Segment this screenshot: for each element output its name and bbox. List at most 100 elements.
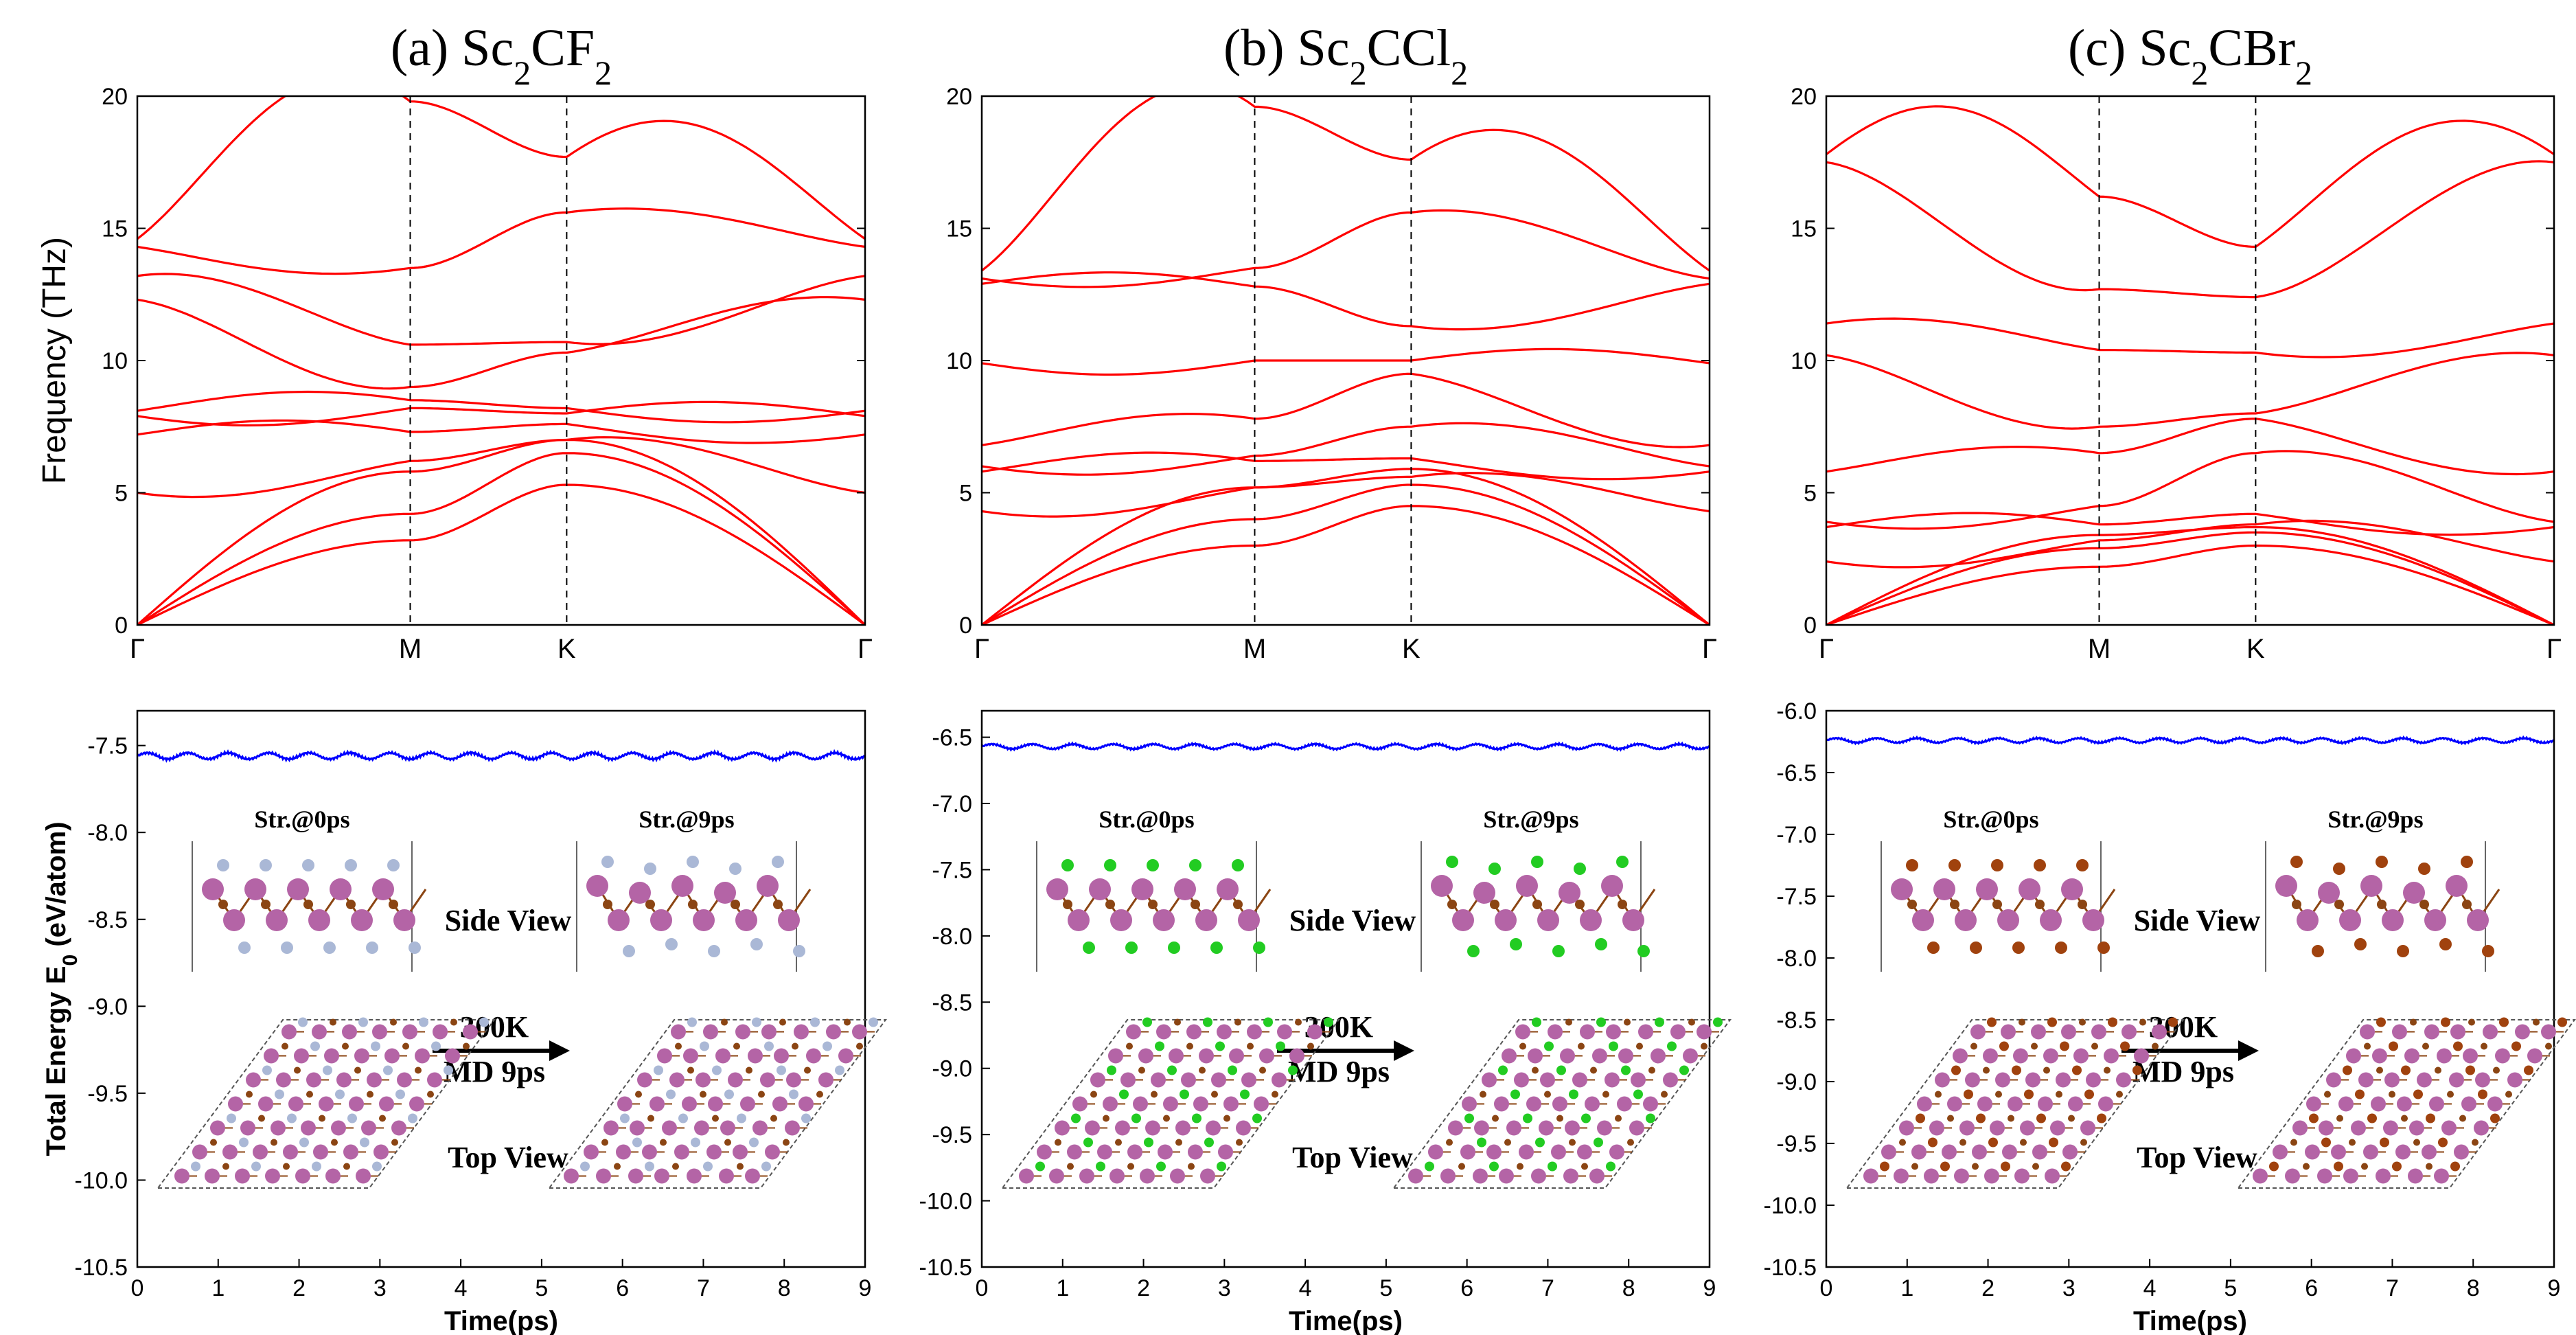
- sc-atom: [2474, 1120, 2489, 1136]
- top-view-final: [548, 1017, 887, 1189]
- sc-atom: [1055, 1120, 1070, 1136]
- sc-atom: [2495, 1048, 2510, 1064]
- c-atom: [1983, 1066, 1990, 1074]
- sc-atom: [1912, 909, 1934, 931]
- sc-atom: [630, 1120, 645, 1136]
- x-atom: [1167, 1065, 1177, 1075]
- sc-atom: [373, 1144, 389, 1160]
- x-atom: [2482, 945, 2494, 957]
- x-atom: [1096, 1161, 1105, 1172]
- y-tick-label: -9.0: [1776, 1069, 1817, 1095]
- sc-atom: [266, 909, 288, 931]
- x-tick-label: 0: [131, 1275, 144, 1301]
- c-atom: [2505, 1091, 2512, 1098]
- sc-atom: [246, 1072, 261, 1088]
- x-atom: [2376, 1017, 2386, 1027]
- x-atom: [2461, 856, 2473, 868]
- sc-atom: [1110, 909, 1132, 931]
- acoustic-branch: [1826, 525, 2554, 625]
- x-tick-label: 5: [1379, 1275, 1392, 1301]
- y-tick-label: 15: [1791, 216, 1817, 242]
- c-atom: [1972, 1163, 1979, 1170]
- x-tick-label: 6: [2305, 1275, 2318, 1301]
- sc-atom: [1068, 909, 1090, 931]
- c-atom: [1103, 1115, 1109, 1122]
- sc-atom: [2351, 1120, 2366, 1136]
- c-atom: [2019, 1018, 2025, 1026]
- c-atom: [1063, 900, 1072, 909]
- sc-atom: [228, 1096, 243, 1112]
- sc-atom: [2305, 1144, 2320, 1160]
- x-atom: [2355, 1089, 2365, 1099]
- sc-atom: [265, 1168, 280, 1184]
- x-atom: [1071, 1113, 1081, 1123]
- x-atom: [302, 859, 314, 871]
- c-atom: [2091, 1042, 2098, 1050]
- c-atom: [2290, 1139, 2297, 1146]
- sc-atom: [2483, 1024, 2498, 1040]
- x-tick-label: 9: [859, 1275, 872, 1301]
- x-atom: [2478, 1089, 2487, 1099]
- x-atom: [835, 1065, 844, 1075]
- x-atom: [2343, 1065, 2352, 1075]
- c-atom: [2410, 1018, 2417, 1026]
- sc-atom: [586, 875, 608, 897]
- sc-atom: [765, 1144, 780, 1160]
- c-atom: [1517, 1163, 1523, 1170]
- sc-atom: [2061, 878, 2083, 900]
- sc-atom: [1531, 1168, 1546, 1184]
- x-atom: [1621, 1065, 1631, 1075]
- x-atom: [1131, 1113, 1141, 1123]
- c-atom: [342, 1042, 349, 1050]
- x-atom: [2036, 1113, 2046, 1123]
- c-atom: [1532, 900, 1542, 909]
- y-tick-label: 15: [946, 216, 972, 242]
- sc-atom: [2025, 1072, 2040, 1088]
- c-atom: [391, 1139, 398, 1146]
- sc-atom: [2326, 1072, 2341, 1088]
- c-atom: [1115, 1139, 1122, 1146]
- sc-atom: [2434, 1168, 2449, 1184]
- sc-atom: [1516, 875, 1538, 897]
- sc-atom: [628, 1168, 643, 1184]
- x-atom: [299, 1137, 309, 1148]
- sc-atom: [1933, 878, 1955, 900]
- sc-atom: [1663, 1072, 1678, 1088]
- sc-atom: [1580, 909, 1602, 931]
- x-atom: [2108, 1017, 2117, 1027]
- sc-atom: [1539, 1120, 1554, 1136]
- sc-atom: [1959, 1120, 1975, 1136]
- c-atom: [2447, 1091, 2454, 1098]
- x-atom: [1951, 1065, 1961, 1075]
- c-atom: [354, 1066, 361, 1074]
- sc-atom: [1572, 1072, 1587, 1088]
- sc-atom: [2382, 909, 2404, 931]
- x-atom: [1203, 1017, 1212, 1027]
- x-atom: [793, 945, 805, 957]
- sc-atom: [2441, 1120, 2457, 1136]
- x-atom: [2034, 859, 2046, 871]
- x-tick-label: 3: [1218, 1275, 1231, 1301]
- sc-atom: [2318, 882, 2340, 904]
- x-atom: [2055, 942, 2067, 954]
- sc-atom: [2397, 1096, 2412, 1112]
- x-atom: [1083, 942, 1095, 954]
- sc-atom: [2317, 1168, 2332, 1184]
- x-atom: [1252, 1113, 1262, 1123]
- label-side-view: Side View: [1289, 904, 1416, 937]
- sc-atom: [1103, 1096, 1118, 1112]
- x-atom: [2441, 1017, 2450, 1027]
- x-atom: [1263, 1017, 1273, 1027]
- x-tick-label: 4: [455, 1275, 468, 1301]
- c-atom: [331, 1139, 338, 1146]
- c-atom: [2080, 1139, 2087, 1146]
- x-atom: [764, 1041, 774, 1051]
- y-tick-label: 10: [946, 348, 972, 374]
- sc-atom: [1195, 909, 1217, 931]
- sc-atom: [205, 1168, 220, 1184]
- c-atom: [601, 1139, 608, 1146]
- sc-atom: [1109, 1168, 1125, 1184]
- x-atom: [2453, 1041, 2463, 1051]
